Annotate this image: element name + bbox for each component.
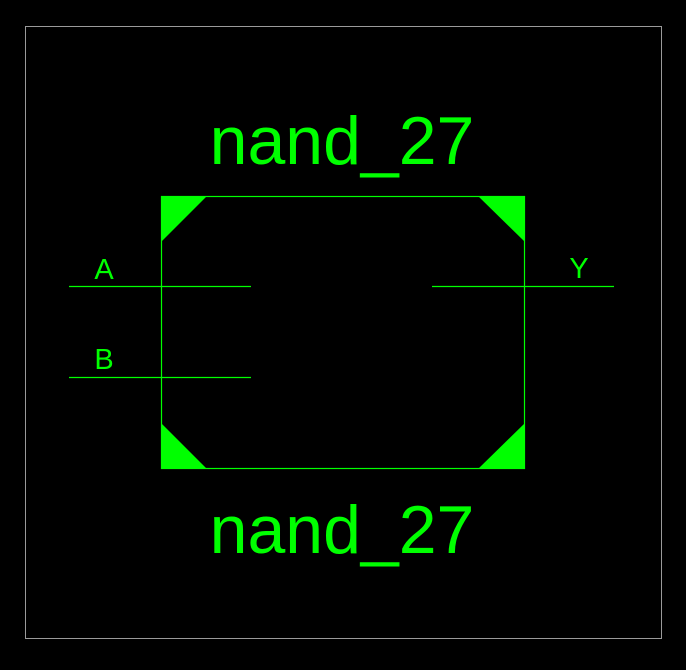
cell-body[interactable] <box>160 195 526 470</box>
bounding-frame <box>25 26 662 639</box>
pin-b-label: B <box>94 344 113 376</box>
pin-a-label: A <box>94 254 114 286</box>
cell-name-bottom: nand_27 <box>210 492 475 568</box>
pin-y-label: Y <box>569 253 588 285</box>
corner-marker-bottom-right <box>478 423 525 469</box>
corner-marker-top-left <box>161 196 207 242</box>
corner-marker-top-right <box>478 196 525 242</box>
cell-name-top: nand_27 <box>210 103 475 179</box>
corner-marker-bottom-left <box>161 423 207 469</box>
